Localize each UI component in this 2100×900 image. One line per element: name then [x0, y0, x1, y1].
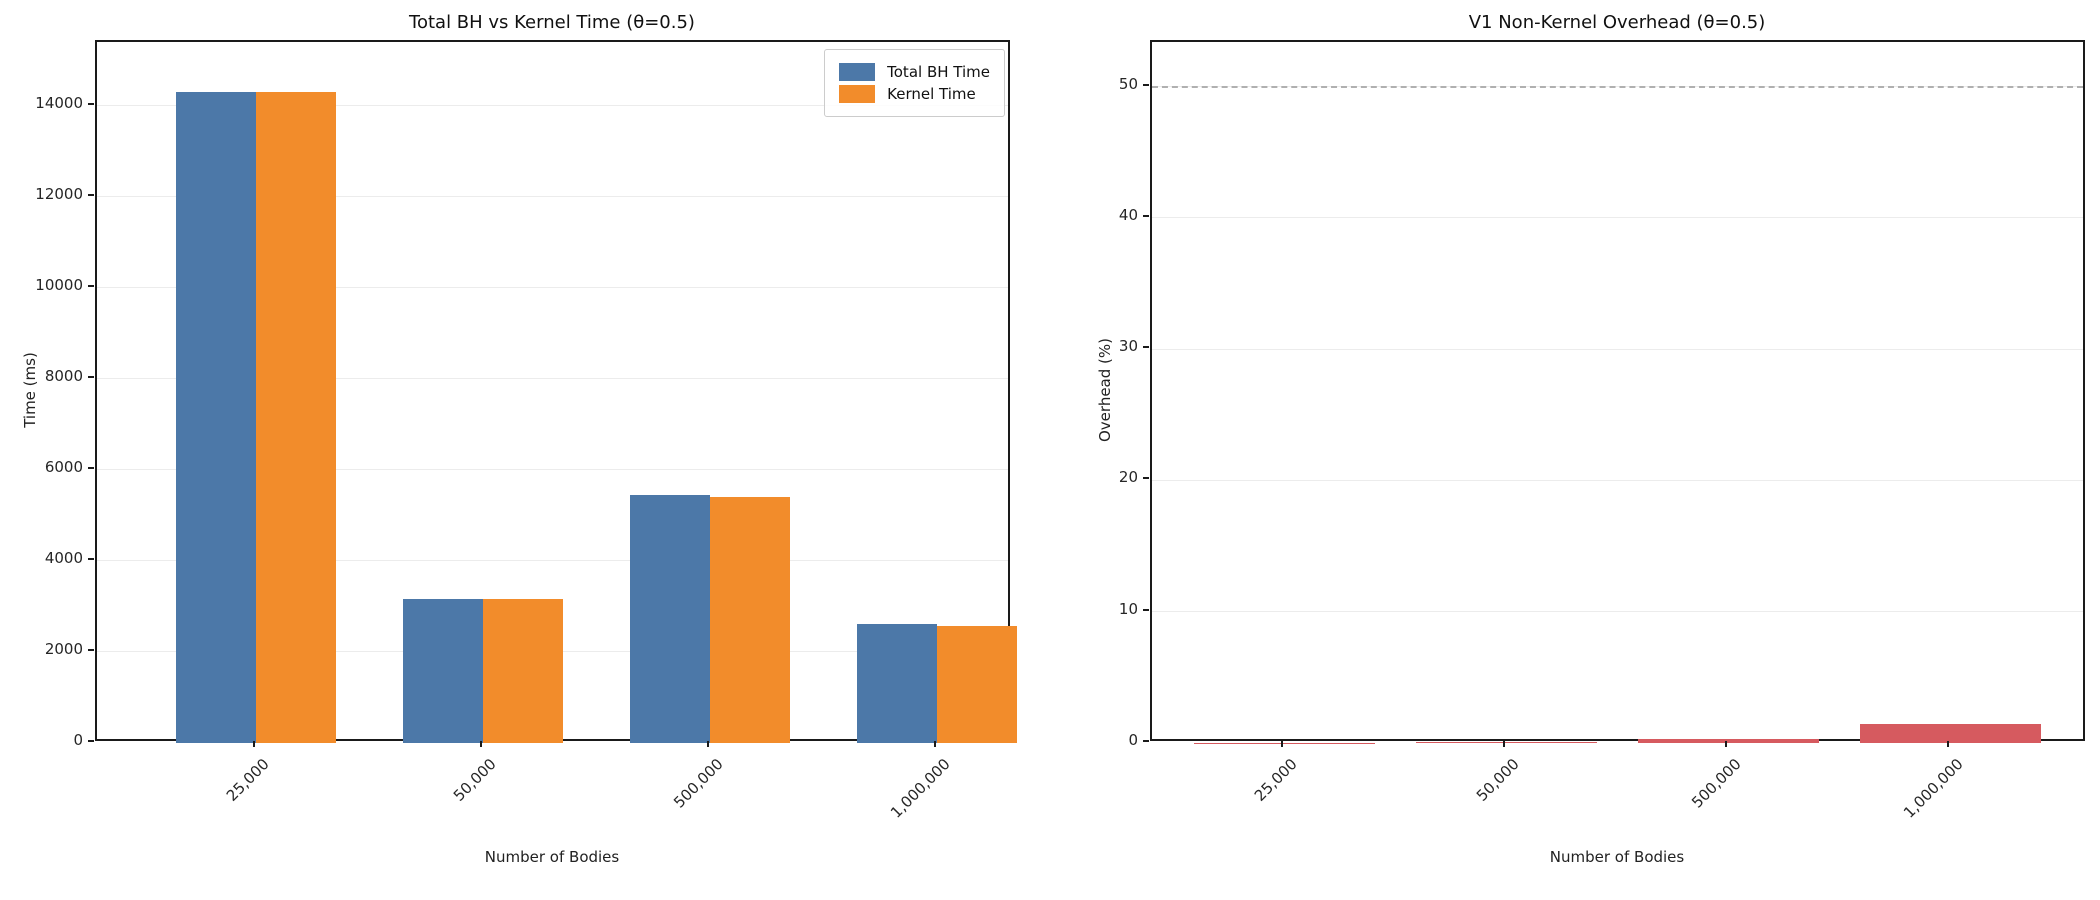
legend: Total BH Time Kernel Time	[824, 49, 1005, 117]
y-tick-mark	[1143, 214, 1149, 217]
x-tick-mark	[253, 741, 255, 747]
y-tick-label: 0	[1128, 731, 1138, 749]
bar-total-bh-time-50,000	[403, 598, 483, 743]
gridline	[1152, 611, 2083, 613]
y-tick-label: 50	[1118, 74, 1138, 93]
x-tick-label: 500,000	[670, 755, 727, 812]
y-tick-label: 20	[1118, 468, 1138, 487]
y-tick-mark	[88, 102, 94, 105]
y-tick-label: 12000	[35, 184, 83, 203]
y-tick-label: 10000	[35, 275, 83, 294]
gridline	[97, 105, 1008, 107]
x-tick-mark	[1725, 741, 1727, 747]
bar-v1-overhead-500,000	[1637, 739, 1819, 743]
y-tick-label: 14000	[35, 93, 83, 112]
y-tick-label: 8000	[44, 366, 83, 385]
bar-kernel-time-500,000	[710, 497, 790, 743]
x-tick-label: 500,000	[1688, 755, 1745, 812]
bar-total-bh-time-25,000	[176, 91, 256, 743]
left-x-axis-label: Number of Bodies	[484, 848, 620, 866]
legend-item: Total BH Time	[839, 63, 990, 81]
y-tick-mark	[88, 466, 94, 469]
x-tick-label: 50,000	[449, 755, 500, 805]
left-chart-title: Total BH vs Kernel Time (θ=0.5)	[409, 12, 695, 33]
right-x-axis-label: Number of Bodies	[1549, 848, 1685, 866]
x-tick-label: 50,000	[1472, 755, 1523, 805]
x-tick-mark	[1947, 741, 1949, 747]
y-tick-mark	[1143, 477, 1149, 480]
y-tick-mark	[1143, 740, 1149, 742]
bar-total-bh-time-1,000,000	[857, 623, 937, 743]
gridline	[97, 287, 1008, 289]
y-tick-label: 10	[1118, 599, 1138, 618]
x-tick-mark	[707, 741, 709, 747]
y-tick-label: 2000	[44, 639, 83, 658]
legend-swatch	[839, 63, 876, 81]
reference-line-50pct	[1152, 85, 2083, 88]
y-tick-mark	[88, 375, 94, 378]
y-tick-label: 4000	[44, 548, 83, 567]
y-tick-mark	[1143, 346, 1149, 349]
bar-v1-overhead-50,000	[1415, 742, 1597, 743]
x-tick-mark	[1281, 741, 1283, 747]
legend-label: Kernel Time	[887, 85, 976, 103]
gridline	[97, 469, 1008, 471]
bar-total-bh-time-500,000	[630, 494, 710, 743]
x-tick-label: 25,000	[1250, 755, 1301, 805]
bar-v1-overhead-1,000,000	[1859, 723, 2041, 743]
x-tick-mark	[480, 741, 482, 747]
y-tick-mark	[88, 193, 94, 196]
legend-item: Kernel Time	[839, 85, 990, 103]
gridline	[97, 196, 1008, 198]
bar-kernel-time-25,000	[256, 92, 336, 743]
gridline	[1152, 217, 2083, 219]
y-tick-label: 30	[1118, 337, 1138, 356]
left-plot-area: Total BH Time Kernel Time	[95, 40, 1017, 743]
legend-swatch	[839, 85, 876, 103]
x-tick-label: 1,000,000	[887, 755, 954, 822]
gridline	[1152, 348, 2083, 350]
right-plot-area	[1150, 40, 2085, 743]
gridline	[97, 378, 1008, 380]
legend-label: Total BH Time	[887, 63, 990, 81]
gridline	[1152, 479, 2083, 481]
y-tick-label: 0	[73, 731, 83, 749]
x-tick-label: 25,000	[222, 755, 273, 805]
y-tick-mark	[88, 740, 94, 742]
x-tick-mark	[1503, 741, 1505, 747]
y-tick-mark	[1143, 608, 1149, 611]
y-tick-label: 40	[1118, 205, 1138, 224]
y-tick-mark	[88, 284, 94, 287]
gridline	[97, 560, 1008, 562]
y-tick-mark	[1143, 83, 1149, 86]
x-tick-mark	[934, 741, 936, 747]
left-y-axis-label: Time (ms)	[21, 352, 39, 428]
right-chart-title: V1 Non-Kernel Overhead (θ=0.5)	[1468, 12, 1766, 33]
bar-kernel-time-1,000,000	[937, 626, 1017, 743]
bar-kernel-time-50,000	[483, 599, 563, 743]
x-tick-label: 1,000,000	[1900, 755, 1967, 822]
y-tick-mark	[88, 648, 94, 651]
y-tick-label: 6000	[44, 457, 83, 476]
y-tick-mark	[88, 557, 94, 560]
